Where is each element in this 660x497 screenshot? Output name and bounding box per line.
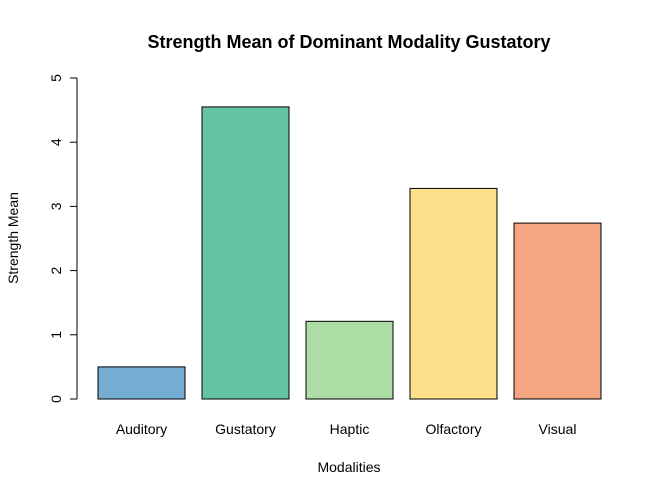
y-axis: 0 1 2 3 4 5 bbox=[48, 74, 78, 403]
y-tick-label-0: 0 bbox=[48, 395, 64, 403]
category-labels: Auditory Gustatory Haptic Olfactory Visual bbox=[116, 421, 577, 437]
bar-gustatory bbox=[201, 106, 290, 400]
category-label-olfactory: Olfactory bbox=[425, 421, 481, 437]
y-axis-label: Strength Mean bbox=[5, 192, 21, 284]
category-label-haptic: Haptic bbox=[330, 421, 370, 437]
bar-visual bbox=[513, 222, 602, 400]
category-label-visual: Visual bbox=[539, 421, 577, 437]
y-tick-label-4: 4 bbox=[48, 138, 64, 146]
chart-title: Strength Mean of Dominant Modality Gusta… bbox=[147, 32, 550, 52]
bar-auditory bbox=[97, 366, 186, 400]
y-tick-label-5: 5 bbox=[48, 74, 64, 82]
bars-group bbox=[97, 106, 602, 400]
y-tick-label-2: 2 bbox=[48, 266, 64, 274]
category-label-gustatory: Gustatory bbox=[215, 421, 276, 437]
y-tick-label-3: 3 bbox=[48, 202, 64, 210]
x-axis-label: Modalities bbox=[317, 459, 380, 475]
y-tick-label-1: 1 bbox=[48, 331, 64, 339]
bar-haptic bbox=[305, 320, 394, 400]
bar-olfactory bbox=[409, 187, 498, 400]
category-label-auditory: Auditory bbox=[116, 421, 167, 437]
